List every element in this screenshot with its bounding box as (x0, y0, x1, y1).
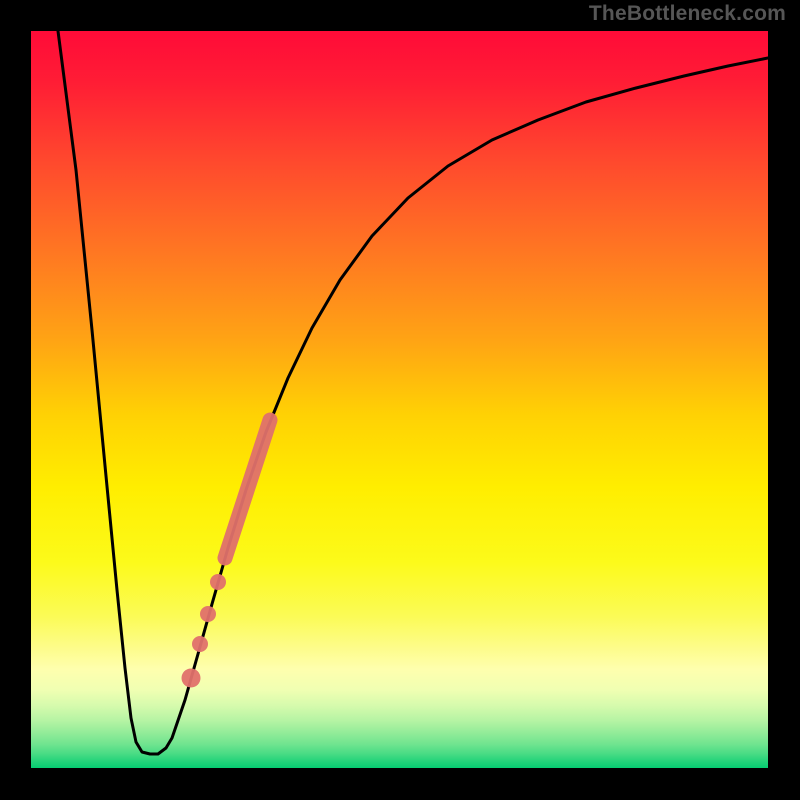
accent-dot (182, 669, 201, 688)
plot-background (31, 31, 768, 768)
watermark-text: TheBottleneck.com (589, 2, 786, 26)
accent-dot (210, 574, 226, 590)
chart-root: TheBottleneck.com (0, 0, 800, 800)
accent-dot (200, 606, 216, 622)
accent-dot (192, 636, 208, 652)
chart-svg (0, 0, 800, 800)
